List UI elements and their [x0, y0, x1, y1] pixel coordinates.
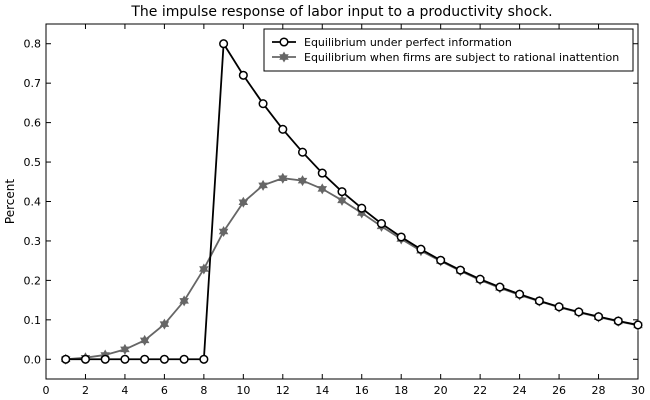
data-point	[200, 355, 208, 363]
legend-label: Equilibrium when firms are subject to ra…	[304, 51, 619, 64]
x-tick-label: 0	[43, 384, 50, 397]
x-tick-label: 10	[236, 384, 250, 397]
data-point	[417, 245, 425, 253]
x-tick-label: 20	[434, 384, 448, 397]
series-1	[62, 174, 642, 364]
y-tick-label: 0.5	[24, 156, 42, 169]
y-tick-label: 0.0	[24, 353, 42, 366]
data-point	[62, 355, 70, 363]
data-point	[121, 355, 129, 363]
y-tick-label: 0.3	[24, 235, 42, 248]
data-point	[555, 303, 563, 311]
x-tick-label: 22	[473, 384, 487, 397]
series-line	[66, 178, 638, 359]
y-axis-label: Percent	[3, 179, 17, 224]
series-line	[66, 44, 638, 360]
legend-item: Equilibrium under perfect information	[272, 36, 512, 49]
x-tick-label: 14	[315, 384, 329, 397]
chart-title: The impulse response of labor input to a…	[130, 4, 552, 20]
x-tick-label: 8	[200, 384, 207, 397]
data-point	[536, 297, 544, 305]
legend-marker	[280, 38, 288, 46]
data-point	[161, 355, 169, 363]
data-point	[318, 184, 326, 193]
x-tick-label: 26	[552, 384, 566, 397]
data-point	[101, 355, 109, 363]
legend: Equilibrium under perfect information Equ…	[264, 29, 633, 71]
data-point	[299, 176, 307, 185]
y-tick-label: 0.4	[24, 196, 42, 209]
data-point	[476, 275, 484, 283]
data-point	[279, 174, 287, 183]
data-point	[378, 220, 386, 228]
x-tick-label: 16	[355, 384, 369, 397]
data-point	[141, 355, 149, 363]
axis-ticks: 0 2 4 6 8 10 12 14 16 18 20 22 24 26 28 300.00.10.20.30…	[24, 24, 646, 397]
data-point	[457, 266, 465, 274]
legend-item: Equilibrium when firms are subject to ra…	[272, 51, 619, 64]
legend-label: Equilibrium under perfect information	[304, 36, 512, 49]
data-point	[437, 256, 445, 264]
x-tick-label: 2	[82, 384, 89, 397]
data-point	[595, 313, 603, 321]
series-layer	[62, 40, 642, 364]
x-tick-label: 6	[161, 384, 168, 397]
data-point	[240, 71, 248, 79]
data-point	[279, 126, 287, 134]
y-tick-label: 0.2	[24, 274, 42, 287]
data-point	[614, 317, 622, 325]
data-point	[358, 204, 366, 212]
x-tick-label: 24	[513, 384, 527, 397]
x-tick-label: 12	[276, 384, 290, 397]
y-tick-label: 0.6	[24, 117, 42, 130]
y-tick-label: 0.7	[24, 77, 42, 90]
y-tick-label: 0.1	[24, 314, 42, 327]
data-point	[496, 283, 504, 291]
data-point	[220, 40, 228, 48]
y-tick-label: 0.8	[24, 38, 42, 51]
data-point	[575, 308, 583, 316]
data-point	[397, 233, 405, 241]
data-point	[338, 196, 346, 205]
x-tick-label: 30	[631, 384, 645, 397]
series-0	[62, 40, 642, 363]
x-tick-label: 28	[592, 384, 606, 397]
data-point	[338, 188, 346, 196]
data-point	[82, 355, 90, 363]
x-tick-label: 18	[394, 384, 408, 397]
data-point	[299, 148, 307, 156]
data-point	[180, 355, 188, 363]
data-point	[259, 100, 267, 108]
data-point	[318, 169, 326, 177]
data-point	[121, 345, 129, 354]
data-point	[634, 321, 642, 329]
x-tick-label: 4	[121, 384, 128, 397]
data-point	[516, 290, 524, 298]
